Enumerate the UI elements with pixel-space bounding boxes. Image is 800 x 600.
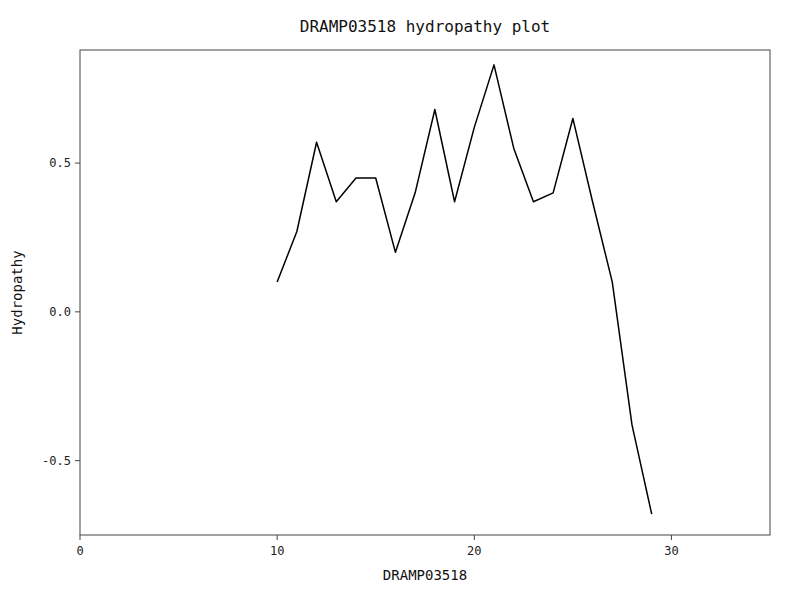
y-tick-label: 0.5 (49, 156, 71, 170)
x-tick (80, 535, 81, 540)
x-tick (474, 535, 475, 540)
y-tick-label: 0.0 (49, 305, 71, 319)
y-tick (75, 460, 80, 461)
x-tick-label: 0 (76, 544, 83, 558)
x-tick (277, 535, 278, 540)
plot-frame (80, 50, 770, 535)
y-axis-label: Hydropathy (9, 250, 25, 334)
x-axis-label: DRAMP03518 (383, 567, 467, 583)
chart-title: DRAMP03518 hydropathy plot (300, 17, 550, 36)
x-tick-label: 10 (270, 544, 284, 558)
chart: 0 10 20 30 -0.5 0.0 0.5 DRAMP03518 hydropathy p… (0, 0, 800, 600)
x-tick-label: 20 (467, 544, 481, 558)
x-tick-label: 30 (664, 544, 678, 558)
y-tick (75, 311, 80, 312)
chart-container: 0 10 20 30 -0.5 0.0 0.5 DRAMP03518 hydropathy p… (0, 0, 800, 600)
axes: 0 10 20 30 -0.5 0.0 0.5 (42, 156, 679, 558)
x-tick (671, 535, 672, 540)
y-tick (75, 163, 80, 164)
y-tick-label: -0.5 (42, 454, 71, 468)
data-layer (277, 65, 652, 514)
data-line (277, 65, 652, 514)
